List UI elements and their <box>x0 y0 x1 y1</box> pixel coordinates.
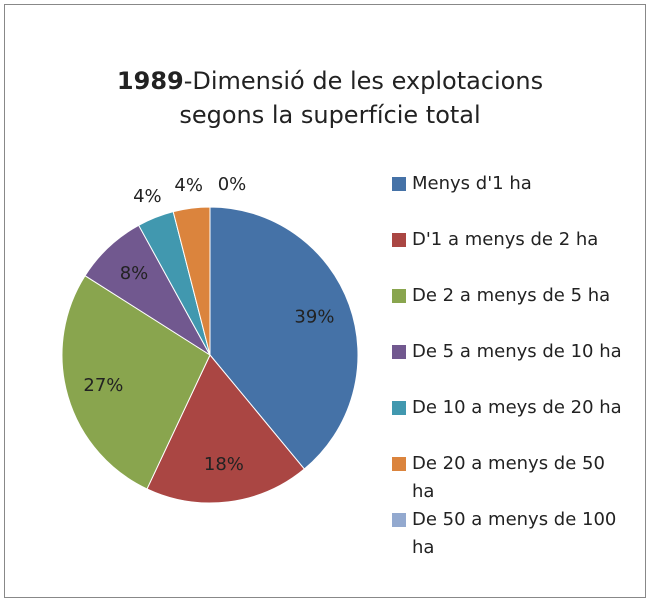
data-label: 18% <box>204 454 244 475</box>
legend-label: Menys d'1 ha <box>412 173 532 194</box>
legend-swatch <box>392 289 406 303</box>
title-year: 1989 <box>117 67 184 95</box>
legend: Menys d'1 ha D'1 a menys de 2 ha De 2 a me… <box>392 170 632 562</box>
pie-slice <box>61 275 211 490</box>
legend-item: De 20 a menys de 50 ha <box>392 450 632 506</box>
pie-slice <box>172 206 211 356</box>
pie-slice <box>209 206 359 470</box>
legend-swatch <box>392 401 406 415</box>
legend-swatch <box>392 457 406 471</box>
legend-label: De 2 a menys de 5 ha <box>412 285 611 306</box>
legend-swatch <box>392 177 406 191</box>
legend-swatch <box>392 233 406 247</box>
legend-item: D'1 a menys de 2 ha <box>392 226 632 282</box>
data-label: 39% <box>294 306 334 327</box>
legend-label: D'1 a menys de 2 ha <box>412 229 599 250</box>
legend-swatch <box>392 513 406 527</box>
legend-label: De 10 a meys de 20 ha <box>412 397 622 418</box>
legend-item: Menys d'1 ha <box>392 170 632 226</box>
legend-label: De 50 a menys de 100 ha <box>412 509 617 558</box>
data-label: 0% <box>218 174 247 195</box>
legend-swatch <box>392 345 406 359</box>
data-label: 8% <box>120 263 149 284</box>
legend-item: De 5 a menys de 10 ha <box>392 338 632 394</box>
legend-item: De 50 a menys de 100 ha <box>392 506 632 562</box>
legend-item: De 2 a menys de 5 ha <box>392 282 632 338</box>
data-label: 4% <box>133 186 162 207</box>
pie-slice <box>146 354 306 504</box>
legend-item: De 10 a meys de 20 ha <box>392 394 632 450</box>
data-label: 4% <box>174 175 203 196</box>
legend-label: De 20 a menys de 50 ha <box>412 453 605 502</box>
data-label: 27% <box>83 375 123 396</box>
title-line: -Dimensió de les explotacions <box>184 67 543 95</box>
legend-label: De 5 a menys de 10 ha <box>412 341 622 362</box>
chart-title: segons la superfície total <box>179 101 480 129</box>
chart-title: 1989-Dimensió de les explotacions <box>117 67 543 95</box>
